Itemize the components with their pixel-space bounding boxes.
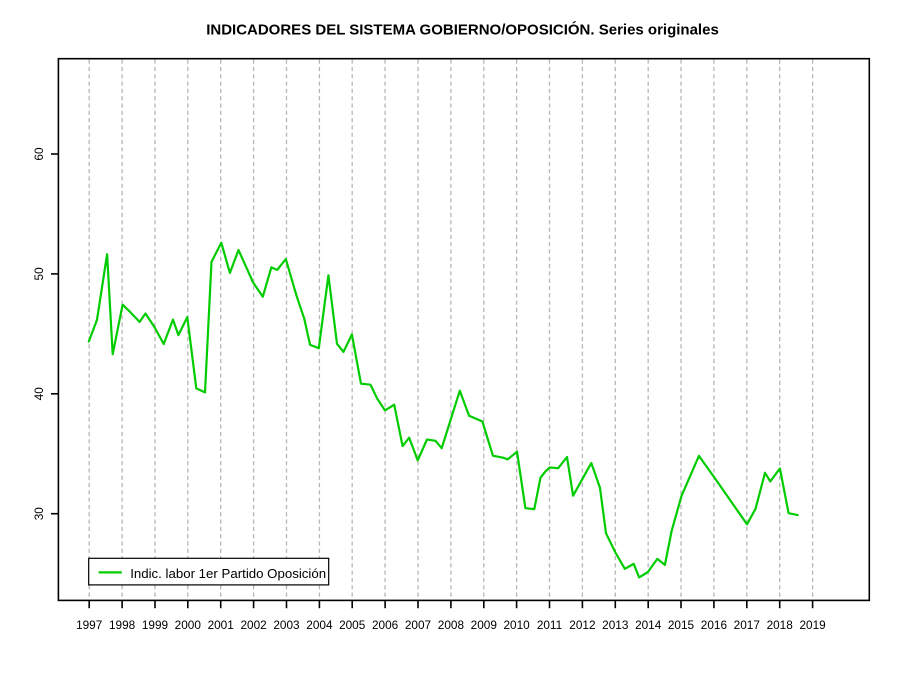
- svg-text:2003: 2003: [273, 618, 300, 632]
- svg-text:2017: 2017: [734, 618, 760, 632]
- svg-text:2014: 2014: [635, 618, 662, 632]
- svg-text:2016: 2016: [701, 618, 728, 632]
- svg-text:40: 40: [32, 387, 46, 401]
- svg-text:Indic. labor 1er Partido Oposi: Indic. labor 1er Partido Oposición: [130, 566, 326, 581]
- svg-text:2002: 2002: [240, 618, 266, 632]
- svg-text:2005: 2005: [339, 618, 366, 632]
- svg-text:2010: 2010: [503, 618, 530, 632]
- svg-text:1999: 1999: [142, 618, 168, 632]
- svg-text:2018: 2018: [767, 618, 794, 632]
- svg-text:2008: 2008: [438, 618, 465, 632]
- svg-text:2009: 2009: [471, 618, 497, 632]
- svg-text:2007: 2007: [405, 618, 431, 632]
- svg-text:2001: 2001: [208, 618, 234, 632]
- svg-text:30: 30: [32, 507, 46, 521]
- svg-text:2006: 2006: [372, 618, 399, 632]
- svg-text:INDICADORES DEL SISTEMA GOBIER: INDICADORES DEL SISTEMA GOBIERNO/OPOSICI…: [206, 21, 719, 39]
- svg-text:2004: 2004: [306, 618, 333, 632]
- svg-text:2011: 2011: [537, 618, 562, 632]
- svg-text:2013: 2013: [602, 618, 629, 632]
- svg-text:50: 50: [32, 267, 46, 281]
- svg-text:2000: 2000: [175, 618, 202, 632]
- svg-text:60: 60: [32, 147, 46, 161]
- svg-text:2015: 2015: [668, 618, 695, 632]
- svg-text:1998: 1998: [109, 618, 136, 632]
- svg-text:1997: 1997: [76, 618, 102, 632]
- svg-text:2019: 2019: [799, 618, 825, 632]
- svg-text:2012: 2012: [569, 618, 595, 632]
